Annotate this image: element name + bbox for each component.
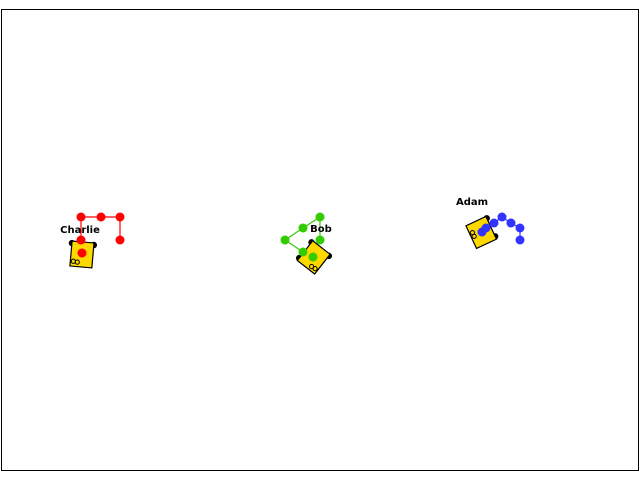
agent-adam: Adam [456, 197, 525, 250]
bob-trail-point [315, 212, 325, 222]
charlie-car-light [74, 259, 80, 265]
bob-name-label: Bob [310, 224, 332, 235]
charlie-trail-point [115, 212, 125, 222]
charlie-name-label: Charlie [60, 225, 100, 236]
agent-charlie: Charlie [60, 212, 125, 269]
bob-car-light [312, 266, 318, 272]
adam-trail [477, 212, 525, 245]
bob-trail-point [308, 252, 318, 262]
adam-trail-point [515, 223, 525, 233]
adam-name-label: Adam [456, 197, 488, 208]
adam-car-light [471, 233, 477, 239]
charlie-trail-point [77, 248, 87, 258]
adam-trail-point [489, 218, 499, 228]
charlie-trail-point [96, 212, 106, 222]
charlie-trail-point [76, 212, 86, 222]
bob-trail-point [298, 247, 308, 257]
agent-bob: Bob [280, 212, 333, 275]
charlie-trail-point [76, 235, 86, 245]
adam-trail-point [481, 223, 491, 233]
bob-trail-point [298, 223, 308, 233]
adam-trail-point [515, 235, 525, 245]
charlie-trail-point [115, 235, 125, 245]
adam-trail-point [506, 218, 516, 228]
bob-trail-point [315, 235, 325, 245]
adam-trail-point [497, 212, 507, 222]
bob-trail-point [280, 235, 290, 245]
